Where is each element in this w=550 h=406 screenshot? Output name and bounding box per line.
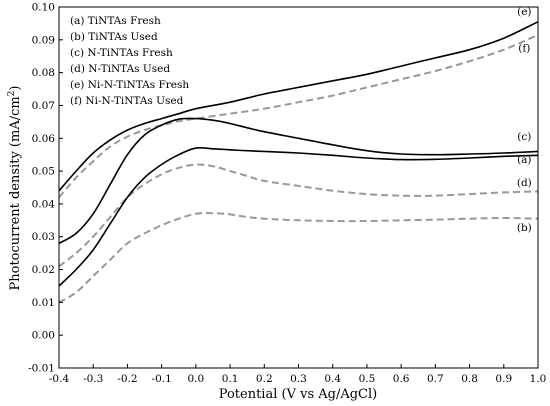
y-tick-label: 0.02 [32, 264, 55, 276]
x-tick-label: 0.5 [359, 373, 376, 385]
series-line-c [58, 117, 539, 245]
plot-frame [58, 6, 539, 369]
x-axis-ticks: -0.4 -0.3 -0.2 -0.1 0.0 0.1 0.2 0.3 0.4 0.5 0.6 0.7… [49, 364, 546, 385]
x-tick-label: 1.0 [530, 373, 547, 385]
y-tick-label: 0.05 [32, 166, 55, 178]
curve-label: (d) [517, 177, 532, 189]
series-line-a [58, 146, 539, 287]
y-tick-label: -0.01 [28, 363, 55, 375]
y-tick-label: 0.07 [32, 100, 55, 112]
y-tick-label: 0.06 [32, 133, 56, 145]
y-tick-label: 0.03 [32, 231, 55, 243]
legend-entry: (f) Ni-N-TiNTAs Used [70, 95, 184, 107]
x-tick-label: 0.7 [427, 373, 444, 385]
curve-label: (f) [518, 42, 530, 54]
x-tick-label: 0.8 [461, 373, 478, 385]
x-tick-label: 0.4 [324, 373, 341, 385]
curve-labels: (e) (f) (c) (a) (d) (b) [517, 6, 532, 234]
y-tick-label: 0.01 [32, 297, 55, 309]
series-line-b [58, 212, 539, 304]
y-tick-label: 0.00 [32, 330, 55, 342]
y-axis-title-main: Photocurrent density (mA/cm [8, 96, 23, 290]
y-tick-label: 0.08 [32, 67, 55, 79]
x-tick-label: -0.3 [83, 373, 103, 385]
legend-entry: (d) N-TiNTAs Used [70, 63, 170, 75]
x-tick-label: 0.1 [222, 373, 239, 385]
y-tick-label: 0.04 [32, 198, 56, 210]
curve-label: (a) [517, 154, 531, 166]
x-tick-label: 0.3 [290, 373, 307, 385]
x-tick-label: -0.1 [152, 373, 172, 385]
y-axis-title-close: ) [8, 85, 23, 90]
legend-entry: (a) TiNTAs Fresh [70, 15, 161, 27]
curve-label: (e) [517, 6, 531, 18]
legend-entry: (b) TiNTAs Used [70, 31, 158, 43]
y-tick-label: 0.09 [32, 34, 55, 46]
series-line-f [58, 33, 539, 198]
x-tick-label: 0.0 [188, 373, 205, 385]
y-axis-title-superscript: 2 [7, 91, 17, 97]
x-tick-label: 0.6 [393, 373, 410, 385]
x-axis-title: Potential (V vs Ag/AgCl) [219, 387, 377, 402]
x-tick-label: 0.9 [495, 373, 512, 385]
curves-layer [58, 21, 539, 304]
legend: (a) TiNTAs Fresh (b) TiNTAs Used (c) N-TiN… [70, 15, 189, 107]
curve-label: (b) [517, 222, 532, 234]
y-tick-label: 0.10 [32, 2, 55, 14]
series-line-d [58, 163, 539, 268]
x-tick-label: 0.2 [256, 373, 273, 385]
curve-label: (c) [517, 131, 531, 143]
y-axis-ticks: -0.01 0.00 0.01 0.02 0.03 0.04 0.05 0.06 0.07 0.0… [28, 2, 63, 375]
legend-entry: (e) Ni-N-TiNTAs Fresh [70, 79, 189, 91]
legend-entry: (c) N-TiNTAs Fresh [70, 47, 173, 59]
y-axis-title: Photocurrent density (mA/cm2) [7, 85, 23, 290]
series-line-e [58, 21, 539, 192]
x-tick-label: -0.2 [117, 373, 137, 385]
x-tick-label: -0.4 [49, 373, 70, 385]
